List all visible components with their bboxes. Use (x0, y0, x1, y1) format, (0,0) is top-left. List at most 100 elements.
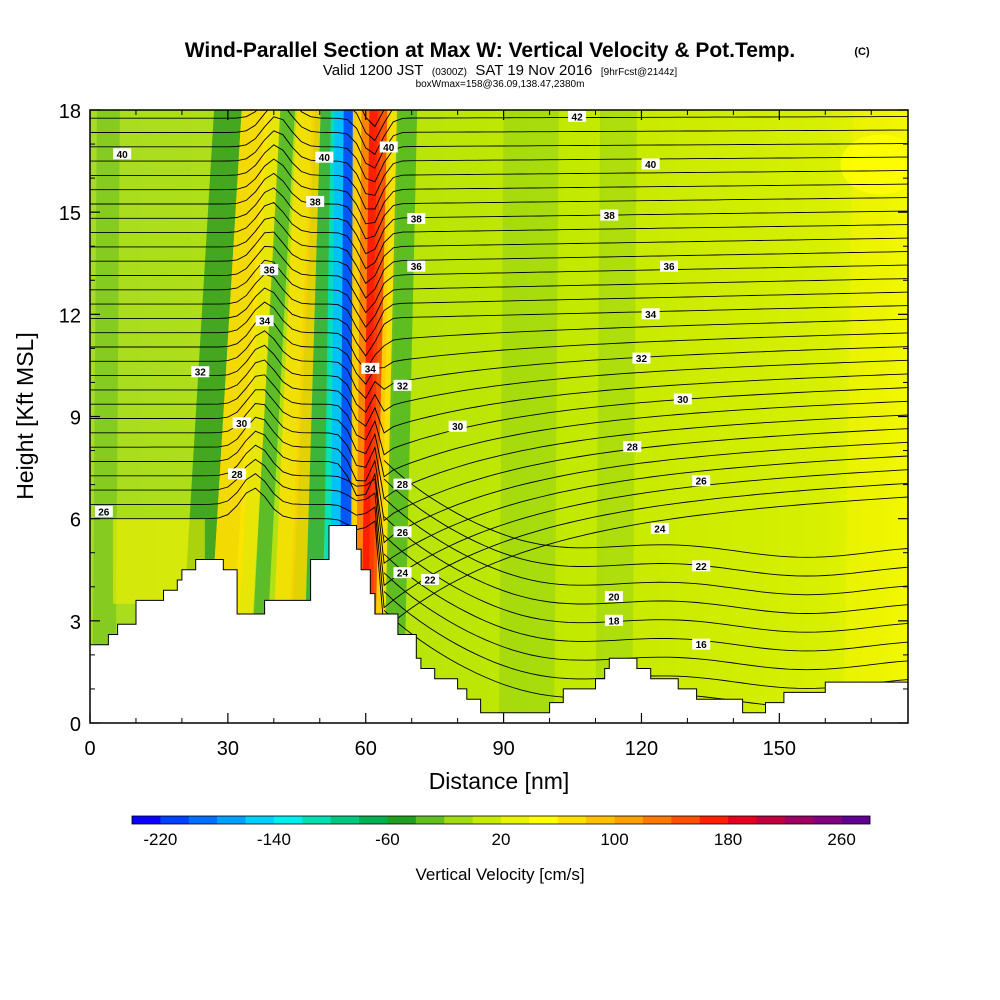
theta-contour-line (90, 273, 908, 343)
theta-label-text: 22 (696, 562, 708, 573)
theta-contour-line (90, 444, 908, 565)
colorbar-swatch (557, 816, 587, 824)
colorbar-swatch (728, 816, 757, 824)
velocity-band-5 (269, 110, 316, 723)
theta-contour-line (90, 144, 908, 210)
theta-label-background (393, 379, 412, 391)
chart-subtitle-valid: Valid 1200 JST (0300Z) SAT 19 Nov 2016 [… (323, 62, 678, 79)
theta-label-text: 36 (411, 262, 423, 273)
theta-contour-label: 40 (641, 158, 660, 171)
theta-contour-label: 36 (260, 264, 279, 277)
theta-label-text: 26 (696, 477, 708, 488)
colorbar: -220 -140 -60 20 100 180 260 (131, 815, 871, 849)
x-tick-label: 120 (625, 738, 658, 760)
colorbar-swatch (841, 816, 871, 824)
theta-label-text: 18 (608, 616, 620, 627)
theta-contour-line (90, 216, 908, 285)
theta-contour-label: 34 (641, 308, 660, 321)
colorbar-swatch (330, 816, 360, 824)
theta-contour-line (90, 116, 908, 183)
theta-label-background (94, 505, 113, 517)
theta-label-text: 38 (310, 197, 322, 208)
velocity-band-18 (499, 110, 559, 723)
theta-label-background (600, 209, 619, 221)
theta-contour-label: 34 (361, 362, 380, 375)
x-tick-label: 60 (355, 738, 377, 760)
theta-label-text: 26 (98, 507, 110, 518)
x-tick-label: 150 (763, 738, 796, 760)
theta-contour-line (90, 473, 908, 609)
theta-label-text: 34 (645, 310, 657, 321)
theta-contour-label: 38 (407, 212, 426, 225)
y-tick-label: 9 (70, 408, 81, 430)
subtitle-utc: (0300Z) (432, 67, 467, 78)
theta-label-background (568, 110, 587, 122)
x-tick-label: 30 (217, 738, 239, 760)
terrain (90, 525, 908, 723)
colorbar-swatch (699, 816, 729, 824)
theta-contour-line (90, 201, 908, 270)
theta-label-text: 30 (236, 419, 248, 430)
colorbar-swatch (273, 816, 303, 824)
theta-label-background (315, 151, 334, 163)
theta-label-text: 34 (259, 317, 271, 328)
theta-contour-label: 32 (632, 352, 651, 365)
colorbar-swatch (359, 816, 388, 824)
colorbar-tick-label: -60 (375, 830, 400, 849)
colorbar-swatch (529, 816, 559, 824)
colorbar-swatch (132, 816, 161, 824)
chart-title: Wind-Parallel Section at Max W: Vertical… (185, 39, 796, 62)
theta-contour-label: 26 (393, 526, 412, 539)
theta-label-text: 20 (608, 592, 620, 603)
theta-label-text: 24 (654, 524, 666, 535)
theta-label-text: 38 (411, 214, 423, 225)
x-tick-label: 0 (84, 738, 95, 760)
theta-label-background (228, 468, 247, 480)
velocity-patch-upper-right (840, 134, 908, 195)
theta-label-text: 26 (397, 528, 409, 539)
theta-contour-line (90, 187, 908, 255)
theta-contour-line (90, 330, 908, 400)
theta-label-text: 32 (397, 381, 409, 392)
theta-contour-label: 22 (421, 573, 440, 586)
theta-contour-label: 36 (660, 260, 679, 273)
colorbar-swatch (160, 816, 190, 824)
theta-contour-line-low (383, 572, 908, 671)
subtitle-forecast: [9hrFcst@2144z] (601, 67, 678, 78)
theta-label-background (692, 560, 711, 572)
theta-contour-line (90, 389, 908, 478)
theta-contour-line (90, 287, 908, 357)
colorbar-swatch (756, 816, 786, 824)
theta-contour-label: 26 (692, 475, 711, 488)
colorbar-frame (131, 815, 871, 825)
theta-contour-line (90, 403, 908, 500)
x-axis-label: Distance [nm] (429, 768, 570, 794)
theta-label-text: 34 (365, 364, 377, 375)
theta-label-background (641, 158, 660, 170)
theta-contour-line-low (383, 516, 908, 614)
theta-contour-label: 34 (255, 315, 274, 328)
theta-contour-label: 30 (232, 417, 251, 430)
theta-contour-label: 30 (448, 420, 467, 433)
theta-label-text: 30 (677, 395, 689, 406)
theta-label-text: 36 (663, 262, 675, 273)
velocity-band-19 (595, 110, 637, 723)
y-tick-label: 15 (59, 203, 81, 225)
theta-contour-label: 40 (113, 148, 132, 161)
colorbar-swatch (671, 816, 700, 824)
theta-contour-line (90, 172, 908, 240)
theta-label-text: 22 (425, 575, 437, 586)
theta-label-background (255, 315, 274, 327)
theta-contour-label: 16 (692, 638, 711, 651)
colorbar-swatch (302, 816, 331, 824)
theta-contour-line-low (383, 460, 908, 558)
theta-label-text: 24 (397, 569, 409, 580)
theta-contour-line (90, 130, 908, 196)
theta-contour-label: 20 (604, 590, 623, 603)
theta-label-background (641, 308, 660, 320)
theta-contour-line (90, 430, 908, 544)
y-tick-label: 18 (59, 101, 81, 123)
colorbar-tick-label: 20 (492, 830, 511, 849)
theta-contour-line (90, 374, 908, 456)
